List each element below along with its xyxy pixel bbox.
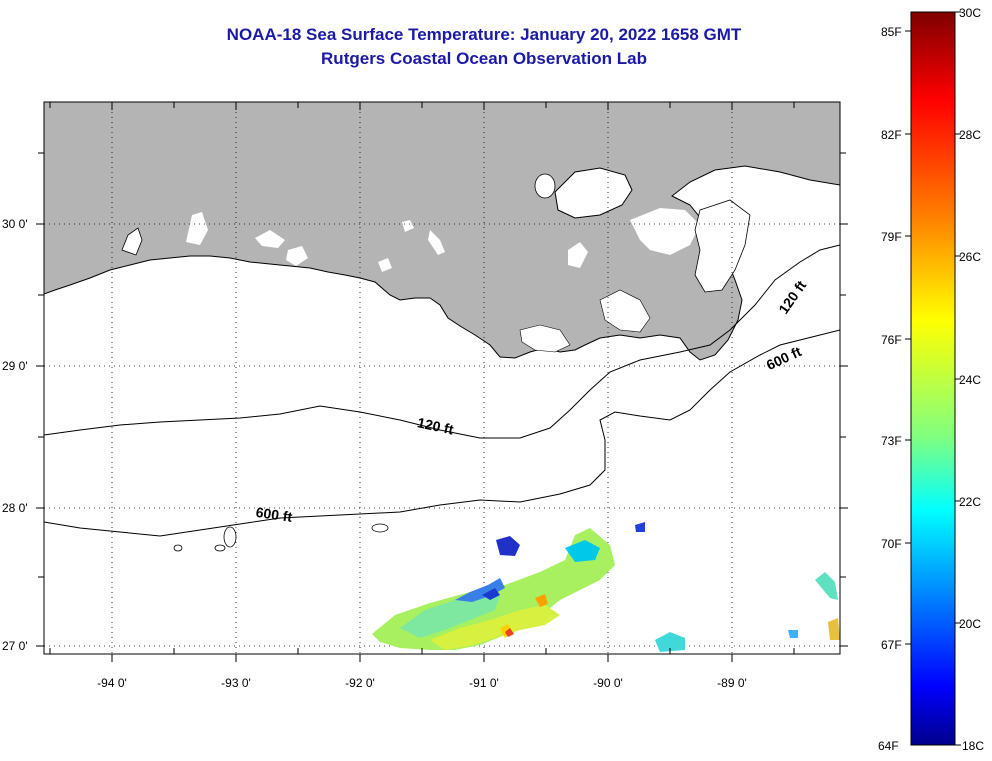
lake [378,258,392,272]
contour-detail [223,526,237,548]
map-subtitle: Rutgers Coastal Ocean Observation Lab [321,49,647,68]
contour-label: 600 ft [255,504,294,525]
colorbar-label-f: 70F [881,537,902,551]
colorbar-label-f: 76F [881,333,902,347]
lake [428,230,445,255]
lat-label: 27 0' [2,639,28,653]
sst-data-patches [372,522,840,652]
delta-marsh [519,324,571,353]
colorbar-label-c: 24C [959,373,981,387]
colorbar-label-c: 20C [959,617,981,631]
colorbar-label-c: 18C [962,739,984,753]
lake-grand [286,246,308,266]
tick-marks [36,102,848,662]
lon-label: -92 0' [345,676,375,690]
chandeleur-sound [694,199,751,293]
lake-pontchartrain [554,167,633,219]
lake [402,220,414,232]
colorbar-label-f: 73F [881,434,902,448]
lake-white [255,230,285,248]
map-border [43,101,841,655]
colorbar-label-f: 82F [881,128,902,142]
colorbar-label-c: 26C [959,250,981,264]
delta-marsh [599,289,651,333]
lon-label: -94 0' [97,676,127,690]
lat-label: 28 0' [2,501,28,515]
lon-label: -89 0' [717,676,747,690]
lon-label: -93 0' [221,676,251,690]
colorbar-label-c: 30C [959,6,981,20]
colorbar [910,11,956,746]
lon-label: -90 0' [593,676,623,690]
contour-detail [371,523,389,533]
lat-label: 30 0' [2,217,28,231]
contour-detail [214,544,226,552]
colorbar-label-f: 67F [881,638,902,652]
lake [568,242,588,268]
colorbar-label-f: 79F [881,230,902,244]
contour-detail [173,544,183,552]
colorbar-label-f: 64F [878,739,899,753]
colorbar-label-c: 22C [959,495,981,509]
map-title: NOAA-18 Sea Surface Temperature: January… [226,25,742,44]
lat-label: 29 0' [2,359,28,373]
lake [534,173,556,199]
contour-600ft [44,329,840,537]
lake-calcasieu [186,212,208,245]
colorbar-ticks [905,11,961,746]
colorbar-label-f: 85F [881,25,902,39]
colorbar-label-c: 28C [959,128,981,142]
contour-label: 120 ft [416,414,455,437]
lake-borgne [630,208,700,255]
lake-sabine [121,227,143,256]
lon-label: -91 0' [469,676,499,690]
contour-120ft [44,244,840,439]
